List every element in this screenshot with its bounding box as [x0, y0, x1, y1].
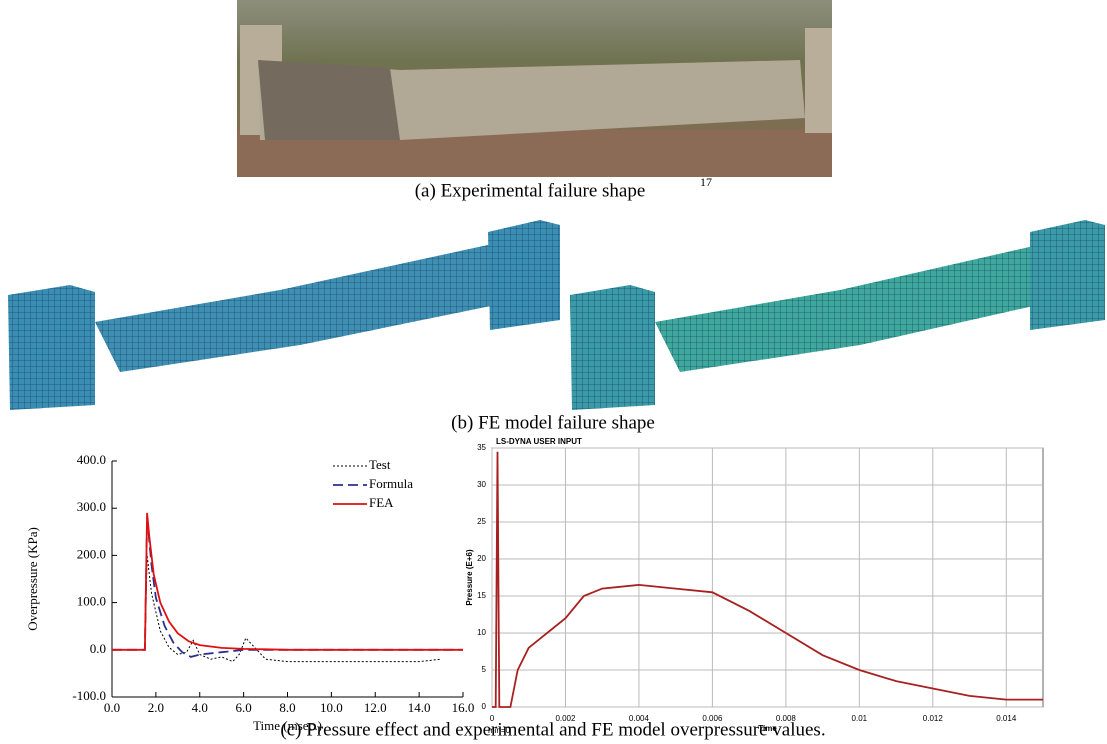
figure-svg: (a) Experimental failure shape 17 (b) FE…	[0, 0, 1107, 744]
x-axis-label: Time	[758, 724, 777, 733]
y-axis-label: Overpressure (KPa)	[25, 527, 40, 631]
y-tick-label: 200.0	[77, 546, 106, 561]
x-tick-label: 4.0	[192, 700, 208, 715]
y-tick-label: 25	[477, 517, 486, 526]
note: min=0	[488, 726, 511, 735]
x-tick-label: 0.008	[776, 714, 797, 723]
x-tick-label: 0.004	[629, 714, 650, 723]
x-tick-label: 8.0	[279, 700, 295, 715]
figure: (a) Experimental failure shape 17 (b) FE…	[0, 0, 1107, 744]
y-axis-label: Pressure (E+6)	[465, 549, 474, 606]
x-tick-label: 10.0	[320, 700, 343, 715]
data-line	[492, 452, 1043, 707]
photo	[237, 0, 832, 177]
x-tick-label: 0.006	[702, 714, 723, 723]
y-tick-label: 15	[477, 591, 486, 600]
y-tick-label: 300.0	[77, 499, 106, 514]
caption-a-ref: 17	[700, 175, 712, 189]
y-tick-label: 10	[477, 628, 486, 637]
y-tick-label: 100.0	[77, 594, 106, 609]
legend-label: Formula	[369, 476, 413, 491]
x-tick-label: 0.0	[104, 700, 120, 715]
x-tick-label: 0	[490, 714, 495, 723]
x-tick-label: 0.01	[852, 714, 868, 723]
plot-frame	[492, 448, 1043, 707]
y-tick-label: 400.0	[77, 452, 106, 467]
x-axis-label: Time (msec.)	[253, 718, 322, 733]
legend-label: FEA	[369, 495, 394, 510]
fe-model-left	[8, 220, 560, 410]
y-tick-label: 0.0	[90, 641, 106, 656]
y-tick-label: -100.0	[72, 688, 106, 703]
x-tick-label: 0.012	[923, 714, 944, 723]
x-tick-label: 2.0	[148, 700, 164, 715]
x-tick-label: 0.014	[996, 714, 1017, 723]
caption-b: (b) FE model failure shape	[451, 412, 655, 433]
chart-title: LS-DYNA USER INPUT	[496, 437, 582, 446]
data-line	[112, 555, 441, 661]
data-line	[112, 518, 463, 657]
x-tick-label: 6.0	[236, 700, 252, 715]
y-tick-label: 0	[482, 702, 487, 711]
x-tick-label: 0.002	[555, 714, 576, 723]
x-tick-label: 16.0	[452, 700, 475, 715]
fe-model-right	[570, 220, 1105, 410]
y-tick-label: 5	[482, 665, 487, 674]
legend-label: Test	[369, 457, 391, 472]
y-tick-label: 30	[477, 480, 486, 489]
data-line	[112, 513, 463, 650]
x-tick-label: 12.0	[364, 700, 387, 715]
caption-a: (a) Experimental failure shape	[415, 180, 646, 201]
y-tick-label: 35	[477, 443, 486, 452]
caption-c: (c) Pressure effect and experimental and…	[280, 719, 825, 740]
y-tick-label: 20	[477, 554, 486, 563]
x-tick-label: 14.0	[408, 700, 431, 715]
